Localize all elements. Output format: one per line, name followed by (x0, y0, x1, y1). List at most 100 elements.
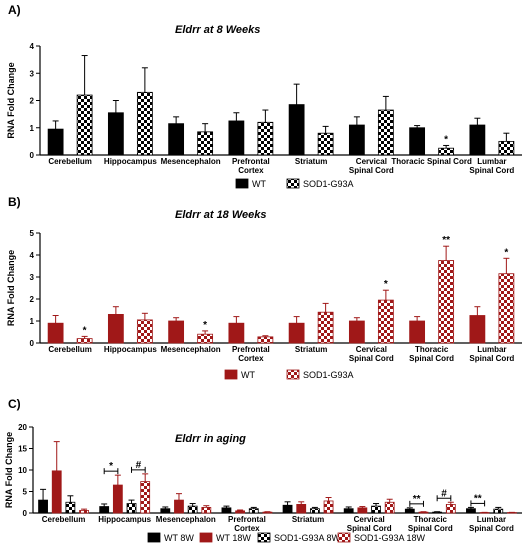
bar (187, 505, 198, 514)
bar (126, 503, 137, 514)
panel-letter: C) (8, 397, 21, 411)
bar (493, 508, 504, 514)
significance-marker: # (441, 488, 447, 499)
bar (99, 506, 110, 514)
category-label: Mesencephalon (161, 345, 221, 354)
bar (469, 124, 486, 156)
bar (51, 470, 62, 514)
category-label: Lumbar Spinal Cord (469, 515, 514, 533)
category-label: Cervical Spinal Cord (349, 345, 394, 363)
legend-label: SOD1-G93A (303, 370, 354, 380)
bar (317, 311, 334, 344)
y-tick-label: 5 (23, 488, 28, 497)
y-tick-label: 20 (18, 423, 27, 432)
legend-swatch (337, 532, 351, 543)
category-label: Cerebellum (48, 345, 92, 354)
bar (498, 273, 515, 344)
bar (257, 336, 274, 344)
bar (432, 511, 443, 514)
legend-label: WT 18W (216, 533, 251, 543)
significance-marker: * (109, 461, 113, 472)
y-axis-label: RNA Fold Change (4, 432, 14, 508)
category-label: Thoracic Spinal Cord (408, 515, 453, 533)
bar (288, 104, 305, 156)
bar (438, 147, 455, 156)
y-tick-label: 0 (23, 509, 28, 518)
y-tick-label: 4 (30, 42, 35, 51)
y-tick-label: 1 (30, 317, 35, 326)
category-label: Hippocampus (104, 345, 157, 354)
bar (288, 322, 305, 344)
bar (168, 320, 185, 344)
legend-label: WT (252, 179, 266, 189)
significance-marker: * (444, 134, 448, 145)
bar (348, 320, 365, 344)
category-label: Thoracic Spinal Cord (409, 345, 454, 363)
significance-marker: * (504, 247, 508, 258)
category-label: Mesencephalon (156, 515, 216, 524)
category-label: Striatum (295, 345, 327, 354)
y-tick-label: 0 (30, 151, 35, 160)
significance-marker: * (384, 279, 388, 290)
bar (469, 315, 486, 344)
y-tick-label: 5 (30, 229, 35, 238)
y-tick-label: 15 (18, 445, 27, 454)
bar (197, 131, 214, 156)
bar (201, 507, 212, 514)
bar (228, 120, 245, 156)
significance-marker: * (203, 320, 207, 331)
legend-swatch (224, 369, 238, 380)
bar (168, 123, 185, 156)
bar (248, 508, 259, 514)
category-label: Hippocampus (98, 515, 151, 524)
y-tick-label: 0 (30, 339, 35, 348)
bar (282, 504, 293, 514)
significance-marker: # (136, 460, 142, 471)
chart-panels: A) Eldrr at 8 Weeks RNA Fold Change 0 1 2 3 4 Ce… (4, 3, 522, 543)
legend-swatch (286, 178, 300, 189)
bar (174, 499, 184, 514)
y-tick-label: 4 (30, 251, 35, 260)
y-tick-label: 10 (18, 466, 27, 475)
category-label: Cerebellum (42, 515, 86, 524)
legend-swatch (235, 178, 249, 189)
bar (65, 501, 76, 514)
bar (409, 320, 426, 344)
y-axis-label: RNA Fold Change (6, 250, 16, 326)
chart-title: Eldrr in aging (175, 433, 246, 445)
bar (112, 484, 123, 514)
chart-panel-1: A) Eldrr at 8 Weeks RNA Fold Change 0 1 2 3 4 Ce… (6, 3, 522, 189)
bar (76, 338, 93, 344)
bar (197, 333, 214, 344)
bar (348, 124, 365, 156)
legend-label: SOD1-G93A 8W (274, 533, 341, 543)
bar (136, 319, 153, 344)
category-label: Prefrontal Cortex (232, 157, 270, 175)
chart-title: Eldrr at 8 Weeks (175, 24, 260, 36)
bar (296, 503, 307, 514)
bar (445, 503, 456, 514)
bar (262, 511, 273, 514)
bar (79, 510, 89, 514)
bar (466, 508, 476, 514)
panel-letter: B) (8, 195, 21, 209)
significance-marker: ** (474, 493, 482, 504)
bar (418, 511, 429, 514)
bar (257, 121, 274, 156)
category-label: Cerebellum (48, 157, 92, 166)
legend-label: SOD1-G93A (303, 179, 354, 189)
bar (107, 112, 124, 156)
bar (377, 109, 394, 156)
bar (235, 510, 246, 514)
category-label: Striatum (295, 157, 327, 166)
y-tick-label: 3 (30, 273, 35, 282)
bar (228, 322, 245, 344)
bar (136, 91, 153, 156)
y-tick-label: 1 (30, 124, 35, 133)
panel-letter: A) (8, 3, 21, 17)
category-label: Thoracic Spinal Cord (391, 157, 472, 166)
legend-swatch (286, 369, 300, 380)
bar (309, 508, 320, 514)
category-label: Mesencephalon (161, 157, 221, 166)
